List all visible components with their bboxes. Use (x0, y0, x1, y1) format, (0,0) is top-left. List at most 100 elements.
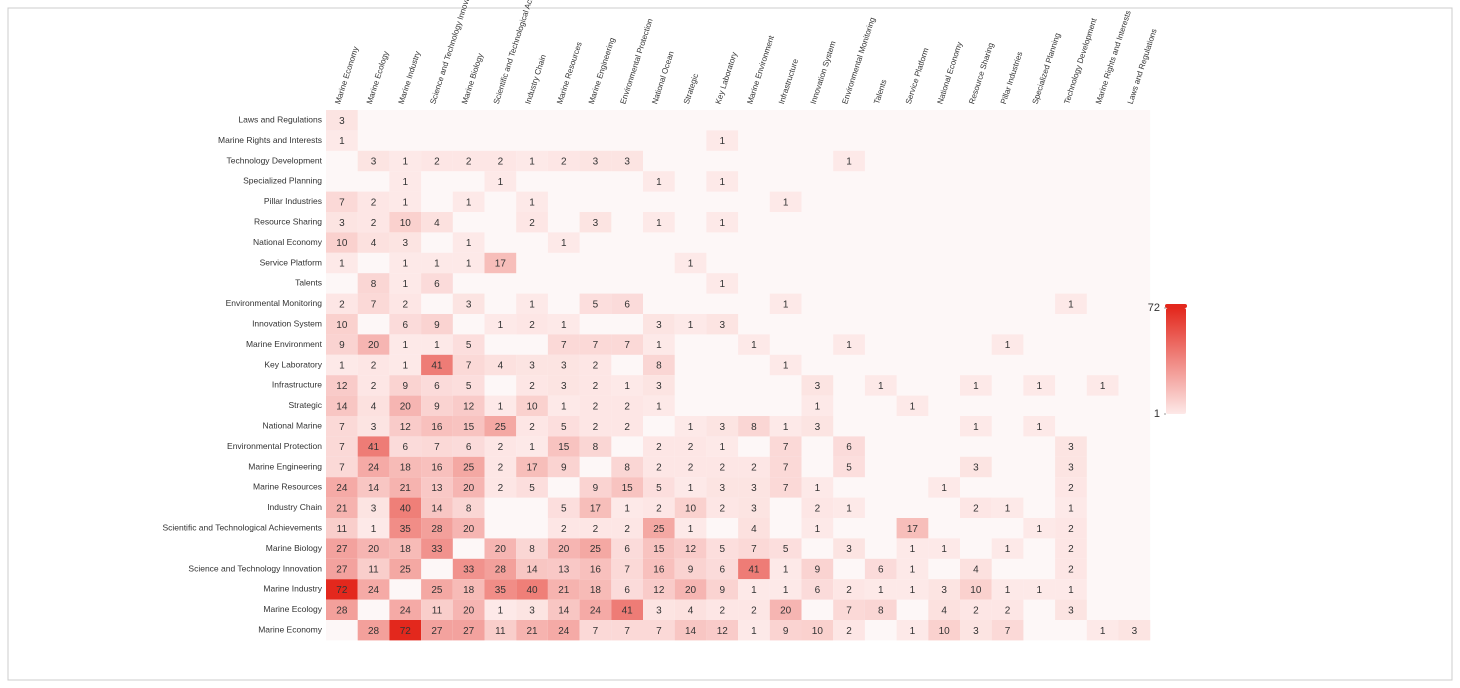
cell-value: 1 (910, 626, 916, 637)
cell (896, 538, 929, 559)
cell-value: 2 (498, 442, 504, 453)
cell (357, 436, 390, 457)
cell-value: 1 (1100, 381, 1106, 392)
cell (643, 599, 675, 620)
cell (769, 354, 802, 376)
cell-value: 7 (656, 626, 662, 637)
cell (960, 375, 992, 396)
cell-value: 1 (498, 177, 504, 188)
cell (769, 558, 802, 580)
cell-value: 11 (368, 565, 379, 576)
cell-value: 2 (973, 605, 979, 616)
cell (516, 293, 548, 314)
cell (769, 599, 802, 620)
cell-value: 12 (400, 422, 412, 433)
cell-value: 1 (498, 320, 504, 331)
cell (991, 538, 1024, 559)
row-label: Environmental Monitoring (226, 298, 323, 308)
cell (833, 497, 865, 518)
cell (516, 456, 548, 478)
cell (801, 416, 834, 437)
cell-value: 6 (815, 585, 821, 596)
cell (896, 620, 929, 641)
cell-value: 10 (970, 585, 982, 596)
cell (833, 456, 865, 478)
cell-value: 12 (653, 585, 665, 596)
cell (326, 232, 358, 253)
cell-value: 1 (878, 585, 884, 596)
cell-value: 1 (910, 585, 916, 596)
cell-value: 1 (719, 218, 725, 229)
cell (326, 252, 358, 274)
cell (611, 416, 643, 437)
cell-value: 2 (656, 503, 662, 514)
cell (801, 558, 834, 580)
cell (960, 416, 992, 437)
cell-value: 2 (339, 299, 345, 310)
row-label: Marine Ecology (263, 604, 322, 614)
cell-value: 7 (339, 197, 345, 208)
cell (389, 620, 422, 641)
cell (516, 150, 548, 172)
row-label: Marine Biology (266, 543, 323, 553)
cell-value: 9 (434, 401, 440, 412)
cell (579, 395, 612, 416)
cell-value: 2 (1068, 544, 1074, 555)
cell (389, 436, 422, 457)
cell (579, 518, 612, 539)
cell-value: 1 (783, 299, 789, 310)
cell-value: 2 (593, 381, 599, 392)
cell-value: 1 (656, 218, 662, 229)
cell-value: 3 (466, 299, 472, 310)
cell (674, 416, 707, 437)
cell (579, 354, 612, 376)
cell (928, 599, 960, 620)
cell-value: 41 (431, 361, 443, 372)
cell-value: 1 (402, 259, 408, 270)
cell (452, 416, 485, 437)
cell (928, 477, 960, 498)
cell-value: 1 (1068, 585, 1074, 596)
cell (516, 354, 548, 376)
cell (326, 110, 358, 131)
cell (516, 395, 548, 416)
cell (706, 436, 739, 457)
cell-value: 35 (400, 524, 412, 535)
cell-value: 3 (973, 463, 979, 474)
cell (516, 538, 548, 559)
cell-value: 1 (402, 197, 408, 208)
cell-value: 1 (688, 524, 694, 535)
cell-value: 20 (400, 401, 412, 412)
cell-value: 1 (402, 279, 408, 290)
cell-value: 41 (368, 442, 380, 453)
cell-value: 2 (529, 320, 535, 331)
cell-value: 2 (593, 422, 599, 433)
cell (357, 150, 390, 172)
cell (769, 538, 802, 559)
row-label: Resource Sharing (254, 216, 322, 226)
cell-value: 3 (815, 422, 821, 433)
cell (452, 599, 485, 620)
cell-value: 7 (624, 626, 630, 637)
cell-value: 8 (624, 463, 630, 474)
cell-value: 8 (371, 279, 377, 290)
cell-value: 1 (1005, 503, 1011, 514)
cell (611, 599, 643, 620)
cell-value: 6 (846, 442, 852, 453)
cell-value: 1 (941, 544, 947, 555)
cell-value: 9 (688, 565, 694, 576)
cell-value: 33 (463, 565, 475, 576)
cell (516, 558, 548, 580)
cell (769, 477, 802, 498)
row-label: Pillar Industries (264, 196, 322, 206)
cell-value: 40 (526, 585, 538, 596)
cell (357, 456, 390, 478)
cell-value: 3 (624, 157, 630, 168)
cell (421, 354, 453, 376)
cell (769, 293, 802, 314)
cell-value: 3 (561, 381, 567, 392)
cell-value: 2 (593, 401, 599, 412)
cell-value: 3 (656, 381, 662, 392)
cell-value: 20 (463, 483, 475, 494)
cell (738, 620, 770, 641)
